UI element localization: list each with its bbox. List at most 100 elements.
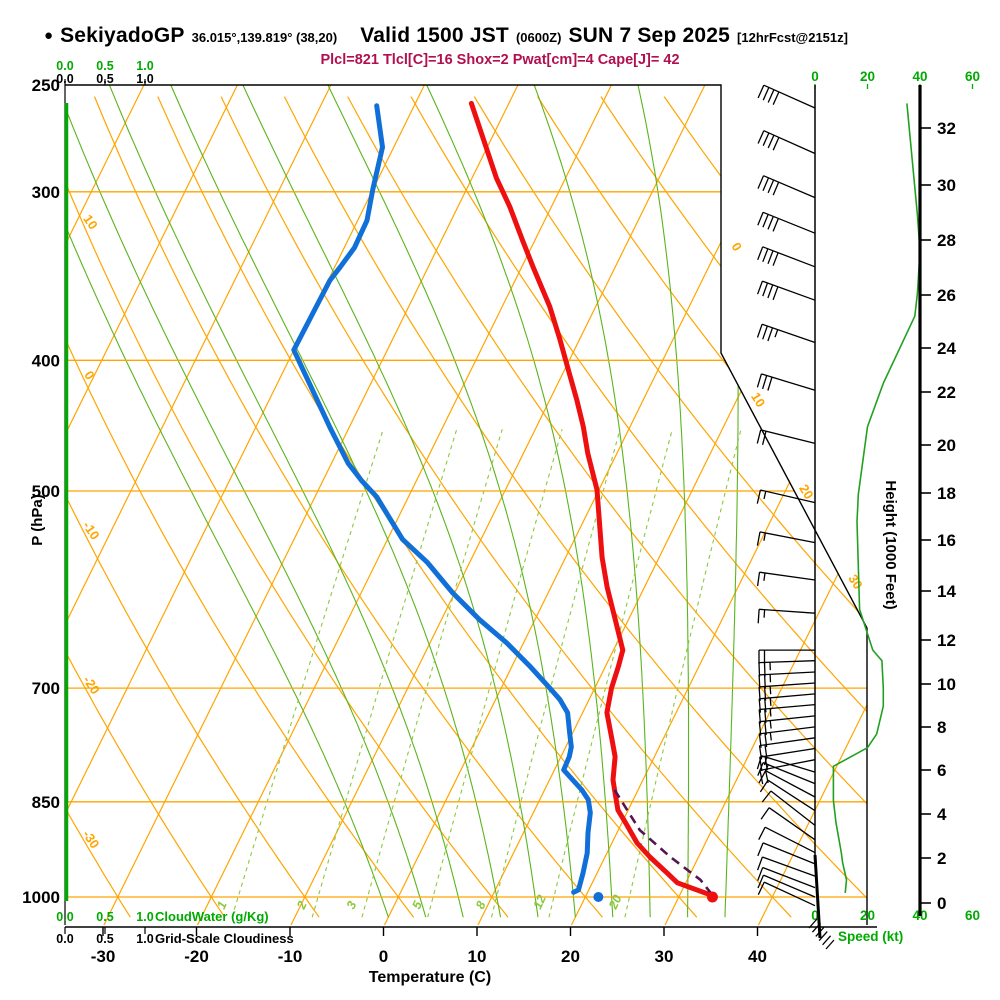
wind-barb-feather — [756, 323, 763, 338]
dry-adiabat-label: 10 — [80, 212, 101, 232]
moist-adiabat-line — [108, 85, 464, 918]
ground-hatch — [808, 918, 818, 929]
wind-barb-shaft — [764, 826, 816, 854]
cloudwater-scale-label-top: 0.5 — [96, 59, 113, 73]
wind-barb-shaft — [762, 866, 816, 889]
wind-barb-feather — [759, 779, 769, 793]
moist-adiabat-line — [242, 85, 539, 918]
wind-barb-shaft — [768, 807, 816, 841]
wind-barb-feather — [756, 531, 761, 546]
wind-barb-shaft — [763, 84, 816, 109]
wind-barb-shaft — [760, 429, 816, 445]
wind-barb-shaft — [759, 571, 816, 581]
wind-barb-shaft — [762, 842, 816, 865]
wind-barb-shaft — [762, 211, 816, 234]
wind-barb-feather — [772, 252, 779, 266]
wind-barb-feather — [767, 216, 774, 230]
wind-barb-feather — [758, 826, 766, 840]
wind-barb-feather — [772, 137, 780, 151]
moist-adiabat-line — [637, 85, 690, 918]
height-tick-label: 20 — [937, 436, 956, 455]
isotherm-line — [290, 85, 706, 925]
wind-barb — [756, 571, 816, 587]
wind-barb-feather — [763, 491, 767, 500]
isotherm-label: 10 — [748, 390, 768, 410]
chart-title: ● SekiyadoGP 36.015°,139.819° (38,20) Va… — [44, 24, 848, 47]
temp-tick-label: -20 — [184, 947, 209, 966]
wind-barb-feather — [762, 214, 769, 228]
speed-scale-label-top: 0 — [811, 69, 819, 84]
wind-barb-feather — [764, 698, 767, 713]
wind-barb-feather — [772, 91, 780, 105]
dry-adiabat-line — [473, 96, 867, 918]
wind-barb-feather — [772, 286, 779, 301]
wind-barb-shaft — [759, 715, 816, 723]
wind-speed-curve — [832, 103, 921, 893]
height-tick-label: 2 — [937, 849, 946, 868]
wind-barb — [757, 175, 816, 199]
wind-barb — [757, 874, 816, 898]
height-axis-title: Height (1000 Feet) — [882, 480, 899, 609]
wind-barb-feather — [763, 572, 766, 581]
wind-barb-feather — [757, 609, 760, 624]
moist-adiabat-line — [724, 85, 739, 918]
valid-time: Valid 1500 JST — [360, 24, 509, 47]
cloudiness-axis-title: Grid-Scale Cloudiness — [155, 931, 294, 946]
ground-hatch — [818, 931, 828, 942]
wind-barb — [756, 373, 816, 391]
dry-adiabat-line — [65, 96, 509, 918]
wind-barb-feather — [756, 755, 763, 770]
wind-barb-feather — [757, 762, 764, 776]
wind-barb-feather — [757, 130, 765, 144]
isopleth-layer — [65, 85, 867, 925]
wind-barb-feather — [772, 218, 780, 232]
wind-barb-feather — [757, 874, 765, 889]
cloudiness-scale-label: 0.5 — [96, 932, 113, 946]
dry-adiabat-line — [537, 96, 867, 918]
wind-barb-feather — [757, 246, 764, 261]
speed-scale-label-top: 20 — [860, 69, 875, 84]
moist-adiabat-line — [65, 85, 427, 918]
wind-barb-feather — [756, 856, 764, 871]
station-coords: 36.015°,139.819° (38,20) — [191, 30, 338, 45]
height-tick-label: 22 — [937, 383, 956, 402]
wind-barb-feather — [767, 284, 774, 299]
mixing-ratio-line — [490, 429, 621, 918]
cloudiness-scale-label: 1.0 — [136, 932, 153, 946]
wind-barb-feather — [769, 697, 772, 706]
isotherm-line — [65, 85, 145, 925]
dry-adiabat-label: -30 — [80, 827, 103, 851]
dry-adiabat-line — [220, 96, 792, 918]
temperature-axis-title: Temperature (C) — [369, 969, 491, 986]
temp-tick-label: 40 — [748, 947, 767, 966]
height-tick-label: 10 — [937, 675, 956, 694]
wind-barb-feather — [767, 327, 774, 342]
parcel-path — [613, 789, 715, 897]
wind-barb-feather — [756, 280, 764, 295]
isotherm-label: 0 — [728, 240, 745, 254]
mixing-ratio-line — [548, 429, 673, 918]
mixing-ratio-label: 20 — [606, 893, 625, 912]
wind-barb — [759, 779, 816, 812]
wind-barb-shaft — [759, 726, 816, 735]
wind-barb-feather — [769, 732, 772, 741]
wind-barb-feather — [756, 489, 762, 504]
wind-barb-feather — [757, 867, 764, 881]
cloudwater-axis-title: CloudWater (g/Kg) — [155, 909, 269, 924]
wind-barb-feather — [757, 842, 764, 857]
isotherm-line — [65, 85, 425, 925]
temp-tick-label: -10 — [278, 947, 303, 966]
wind-barb-feather — [762, 177, 770, 192]
wind-barb-feather — [760, 807, 770, 820]
moist-adiabat-line — [327, 85, 576, 918]
wind-barb — [757, 881, 816, 907]
height-tick-label: 18 — [937, 484, 956, 503]
wind-barb-feather — [757, 175, 765, 189]
speed-scale-label-bottom: 0 — [811, 908, 819, 923]
wind-barb — [756, 429, 816, 445]
wind-barb-feather — [767, 250, 774, 265]
height-tick-label: 4 — [937, 805, 947, 824]
cloudwater-scale-label-top: 0.0 — [56, 59, 73, 73]
mixing-ratio-line — [361, 429, 503, 918]
